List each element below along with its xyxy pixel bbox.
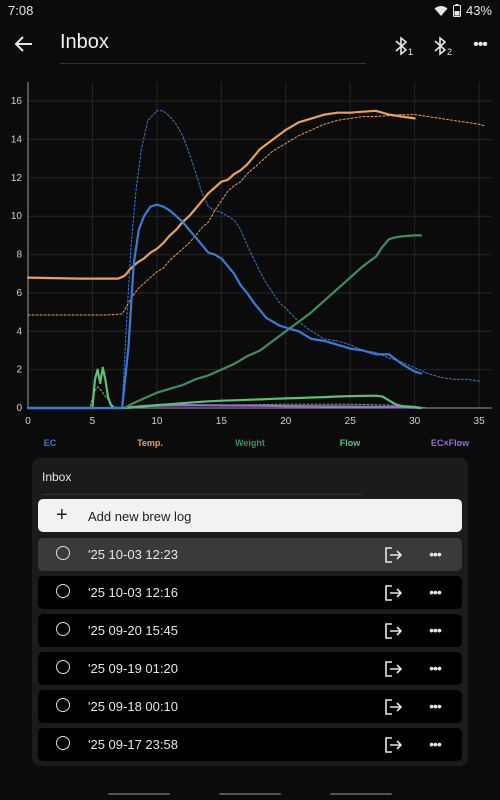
brew-log-item[interactable]: '25 09-17 23:58 ••• [38, 728, 462, 761]
y-tick-label: 10 [11, 211, 23, 222]
x-tick-label: 35 [474, 416, 486, 427]
brew-log-item[interactable]: '25 09-20 15:45 ••• [38, 614, 462, 647]
status-time: 7:08 [8, 3, 34, 18]
radio-icon[interactable] [56, 736, 70, 750]
item-more-icon[interactable]: ••• [429, 546, 442, 562]
status-icons: 43% [434, 3, 492, 18]
legend-label: Temp. [137, 438, 163, 448]
legend-label: EC [44, 438, 57, 448]
brew-log-label: '25 10-03 12:23 [88, 547, 178, 562]
x-tick-label: 0 [25, 416, 31, 427]
series-line-temp- [26, 109, 416, 280]
export-icon[interactable] [382, 582, 404, 604]
add-brew-log-button[interactable]: + Add new brew log [38, 499, 462, 532]
item-more-icon[interactable]: ••• [429, 660, 442, 676]
more-menu-icon[interactable]: ••• [473, 36, 488, 53]
brew-log-item[interactable]: '25 10-03 12:23 ••• [38, 538, 462, 571]
y-tick-label: 6 [16, 288, 22, 299]
y-tick-label: 4 [16, 326, 22, 337]
brew-log-list: '25 10-03 12:23 ••• '25 10-03 12:16 ••• '25 … [38, 538, 462, 766]
title-divider [60, 63, 366, 64]
panel-divider [42, 494, 362, 495]
x-tick-label: 10 [151, 416, 163, 427]
add-brew-log-label: Add new brew log [88, 509, 192, 524]
y-tick-label: 2 [16, 365, 22, 376]
radio-icon[interactable] [56, 698, 70, 712]
radio-icon[interactable] [56, 622, 70, 636]
battery-percent: 43% [465, 3, 492, 18]
bluetooth-1-label: 1 [408, 47, 413, 57]
brew-log-label: '25 09-17 23:58 [88, 737, 178, 752]
x-tick-label: 5 [90, 416, 96, 427]
nav-hint-center [219, 793, 281, 795]
brew-log-label: '25 09-18 00:10 [88, 699, 178, 714]
y-tick-label: 0 [16, 403, 22, 414]
series-line-ec [26, 203, 423, 410]
export-icon[interactable] [382, 696, 404, 718]
inbox-panel: Inbox + Add new brew log '25 10-03 12:23… [32, 458, 468, 766]
y-tick-label: 8 [16, 250, 22, 261]
brew-log-label: '25 10-03 12:16 [88, 585, 178, 600]
radio-icon[interactable] [56, 660, 70, 674]
y-tick-label: 16 [11, 96, 23, 107]
x-tick-label: 25 [345, 416, 357, 427]
brew-log-item[interactable]: '25 10-03 12:16 ••• [38, 576, 462, 609]
brew-log-item[interactable]: '25 09-19 01:20 ••• [38, 652, 462, 685]
brew-log-item[interactable]: '25 09-18 00:10 ••• [38, 690, 462, 723]
nav-hint-right [330, 793, 392, 795]
item-more-icon[interactable]: ••• [429, 622, 442, 638]
brew-chart: 0 5 10 15 20 25 30 35 0 2 4 6 8 10 12 14 16 EC Temp. Weigh… [11, 82, 492, 448]
series-line-weight [123, 234, 423, 410]
legend-label: Flow [340, 438, 361, 448]
item-more-icon[interactable]: ••• [429, 584, 442, 600]
radio-icon[interactable] [56, 546, 70, 560]
page-title: Inbox [60, 31, 109, 53]
panel-title: Inbox [42, 470, 72, 484]
brew-log-label: '25 09-20 15:45 [88, 623, 178, 638]
item-more-icon[interactable]: ••• [429, 698, 442, 714]
back-arrow-icon[interactable] [12, 32, 36, 56]
radio-icon[interactable] [56, 584, 70, 598]
series-line-ec-trace [27, 110, 480, 409]
series-line-temp-trace [27, 114, 487, 316]
y-tick-label: 12 [11, 173, 23, 184]
export-icon[interactable] [382, 544, 404, 566]
series-line-flow [26, 366, 423, 410]
bluetooth-2-icon[interactable]: 2 [429, 33, 455, 59]
x-tick-label: 30 [409, 416, 421, 427]
export-icon[interactable] [382, 658, 404, 680]
legend-label: EC×Flow [431, 438, 470, 448]
battery-icon [452, 4, 461, 17]
x-tick-label: 20 [280, 416, 292, 427]
x-tick-label: 15 [216, 416, 228, 427]
legend-label: Weight [235, 438, 265, 448]
series-line-flow-trace [27, 386, 429, 409]
nav-hint-left [108, 793, 170, 795]
export-icon[interactable] [382, 620, 404, 642]
brew-log-label: '25 09-19 01:20 [88, 661, 178, 676]
bluetooth-2-label: 2 [447, 47, 452, 57]
wifi-icon [434, 5, 448, 16]
export-icon[interactable] [382, 734, 404, 756]
plus-icon: + [56, 504, 68, 526]
bluetooth-1-icon[interactable]: 1 [390, 33, 416, 59]
item-more-icon[interactable]: ••• [429, 736, 442, 752]
status-bar: 7:08 43% [0, 0, 500, 22]
y-tick-label: 14 [11, 135, 23, 146]
app-bar: Inbox 1 2 ••• [0, 22, 500, 72]
